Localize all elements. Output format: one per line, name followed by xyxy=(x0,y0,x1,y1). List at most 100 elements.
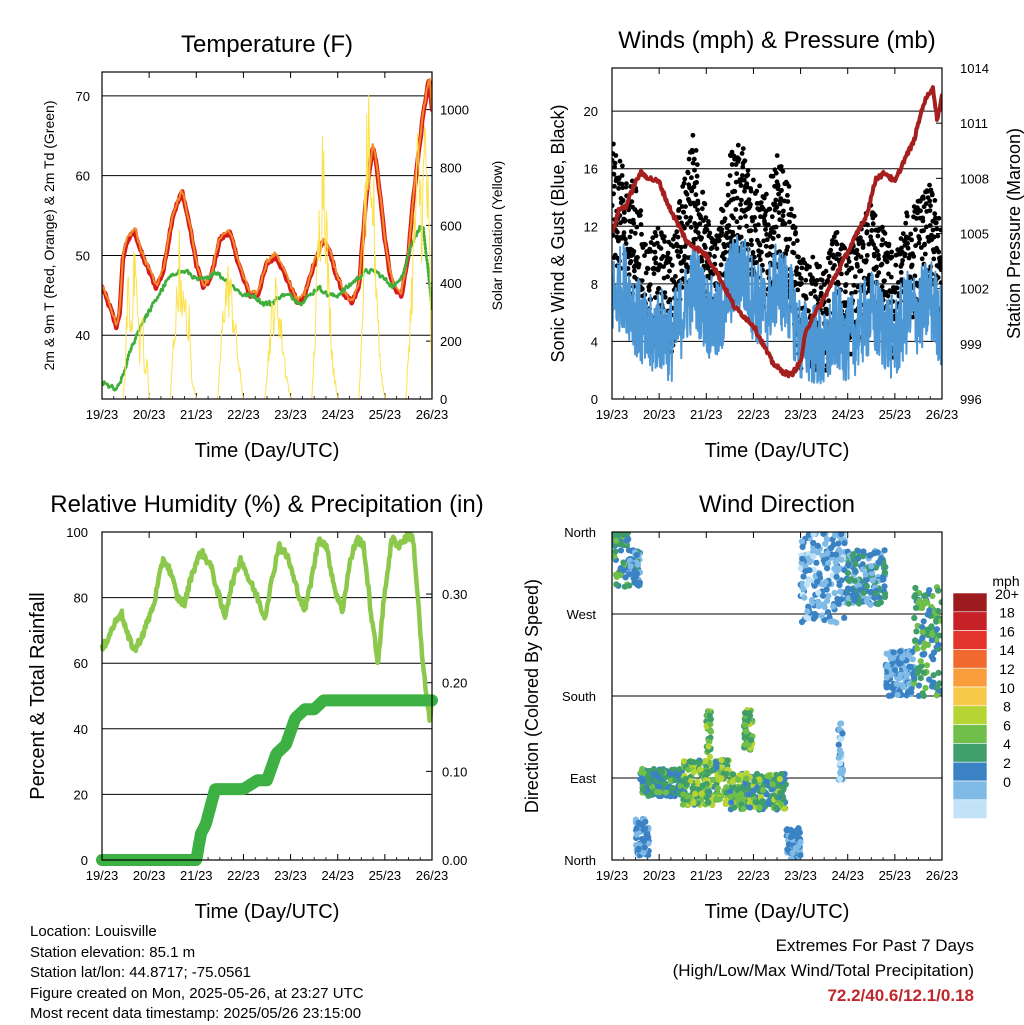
direction-point xyxy=(792,844,799,852)
gust-point xyxy=(707,230,713,236)
gust-point xyxy=(653,260,659,266)
gust-point xyxy=(793,230,798,235)
gust-point xyxy=(739,151,745,156)
gust-point xyxy=(791,213,797,219)
gust-point xyxy=(791,250,797,256)
gust-point xyxy=(928,203,933,209)
gust-point xyxy=(924,224,929,230)
gust-point xyxy=(936,215,942,221)
direction-point xyxy=(796,829,803,836)
gust-point xyxy=(776,233,781,239)
gust-point xyxy=(889,249,894,255)
x-tick-label: 23/23 xyxy=(784,407,817,422)
gust-point xyxy=(839,271,844,277)
gust-point xyxy=(902,251,908,257)
direction-point xyxy=(869,570,876,577)
chart-panel-1: Temperature (F) Time (Day/UTC) 19/23 20/23 2… xyxy=(41,31,505,462)
gust-point xyxy=(799,281,804,286)
gust-point xyxy=(740,164,746,170)
gust-point xyxy=(624,181,629,187)
direction-point xyxy=(909,656,916,663)
direction-point xyxy=(880,576,887,583)
direction-point xyxy=(662,780,669,787)
gust-point xyxy=(702,245,708,250)
gust-point xyxy=(918,208,923,214)
gust-point xyxy=(871,242,876,247)
plot-frame xyxy=(101,531,433,861)
gust-point xyxy=(831,234,837,240)
direction-point xyxy=(914,645,921,652)
direction-point xyxy=(669,784,676,792)
gust-point xyxy=(779,187,784,193)
direction-point xyxy=(727,793,734,800)
direction-point xyxy=(714,785,722,792)
gust-point xyxy=(888,274,894,280)
gust-point xyxy=(667,297,673,302)
y2-tick-label: 600 xyxy=(440,218,462,233)
y2-tick-label: 200 xyxy=(440,334,462,349)
gust-point xyxy=(893,262,899,268)
x-tick-label: 19/23 xyxy=(86,868,119,883)
gust-point xyxy=(935,233,941,239)
direction-point xyxy=(912,637,919,644)
direction-point xyxy=(899,654,906,662)
gust-point xyxy=(748,188,754,194)
colorbar-swatch xyxy=(952,649,988,669)
direction-point xyxy=(810,532,817,538)
gust-point xyxy=(932,211,938,217)
gust-point xyxy=(765,222,771,228)
x-tick-label: 19/23 xyxy=(596,407,629,422)
gust-point xyxy=(909,262,915,268)
direction-point xyxy=(777,789,784,796)
x-tick-label: 23/23 xyxy=(274,407,307,422)
direction-point xyxy=(810,553,817,560)
direction-point xyxy=(933,626,941,633)
gust-point xyxy=(876,270,882,276)
gust-point xyxy=(642,253,647,258)
direction-point xyxy=(838,532,845,538)
direction-point xyxy=(780,796,787,803)
direction-point xyxy=(900,684,907,691)
gust-point xyxy=(640,286,645,292)
chart-panel-4: Wind Direction Time (Day/UTC) 19/23 20/23 21… xyxy=(522,491,958,923)
gust-point xyxy=(781,208,786,214)
gust-point xyxy=(796,271,802,277)
direction-point xyxy=(683,781,690,788)
gust-point xyxy=(775,183,781,189)
x-tick-label: 26/23 xyxy=(416,407,449,422)
direction-point xyxy=(759,798,766,805)
direction-point xyxy=(654,788,661,796)
direction-point xyxy=(707,720,714,727)
gust-point xyxy=(697,221,703,227)
gust-point xyxy=(764,191,769,197)
gust-point xyxy=(653,233,659,239)
direction-point xyxy=(798,618,806,626)
gust-point xyxy=(825,278,831,283)
direction-point xyxy=(929,683,936,690)
direction-point xyxy=(811,610,819,618)
gust-point xyxy=(617,158,623,164)
x-tick-label: 23/23 xyxy=(274,868,307,883)
gust-point xyxy=(773,224,779,230)
gust-point xyxy=(612,191,616,197)
gust-point xyxy=(702,201,708,207)
direction-point xyxy=(822,540,829,548)
gust-point xyxy=(734,171,740,177)
gust-point xyxy=(639,231,644,237)
direction-point xyxy=(787,834,794,841)
colorbar-label: 20+ xyxy=(995,586,1019,602)
gust-point xyxy=(681,180,687,186)
extremes-title: Extremes For Past 7 Days xyxy=(775,936,974,955)
direction-point xyxy=(694,778,701,785)
gust-point xyxy=(637,212,643,218)
pressure-line xyxy=(612,85,942,379)
gust-point xyxy=(908,231,914,237)
gust-point xyxy=(683,214,689,220)
gust-point xyxy=(694,180,699,185)
y2-tick-label: 0.20 xyxy=(442,676,467,691)
direction-point xyxy=(919,634,926,642)
direction-point xyxy=(662,789,670,796)
direction-point xyxy=(921,592,928,599)
direction-point xyxy=(938,599,942,606)
gust-point xyxy=(783,251,789,257)
